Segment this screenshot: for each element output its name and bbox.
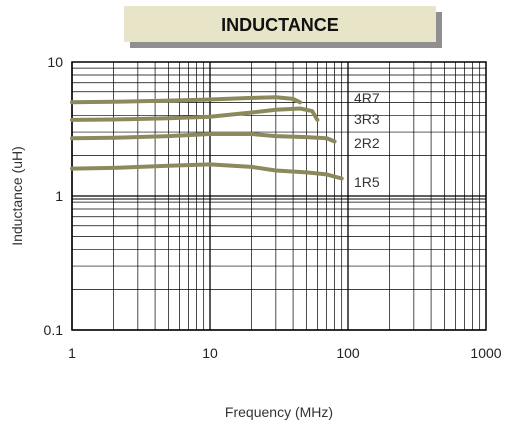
series-label-3r3: 3R3 [354,111,380,127]
x-axis-label: Frequency (MHz) [225,404,333,420]
series-line-3r3 [70,106,320,122]
y-axis-label: Inductance (uH) [9,146,25,246]
series-lines [70,95,344,181]
series-label-4r7: 4R7 [354,90,380,106]
series-line-1r5 [70,162,344,181]
plot-area-border [71,61,487,331]
title-box-background [124,6,436,42]
y-tick-label: 0.1 [44,322,64,338]
y-tick-label: 1 [55,188,63,204]
x-tick-label: 10 [202,345,218,361]
chart-title: INDUCTANCE [221,15,339,35]
x-tick-label: 1 [68,345,76,361]
title-box: INDUCTANCE [124,6,442,48]
series-line-4r7 [70,95,303,105]
series-labels: 4R7 3R3 2R2 1R5 [354,90,380,190]
series-label-2r2: 2R2 [354,135,380,151]
x-tick-label: 1000 [470,345,501,361]
series-label-1r5: 1R5 [354,174,380,190]
series-line-2r2 [70,132,337,144]
grid [71,62,486,331]
x-tick-label: 100 [336,345,360,361]
y-tick-label: 10 [47,54,63,70]
